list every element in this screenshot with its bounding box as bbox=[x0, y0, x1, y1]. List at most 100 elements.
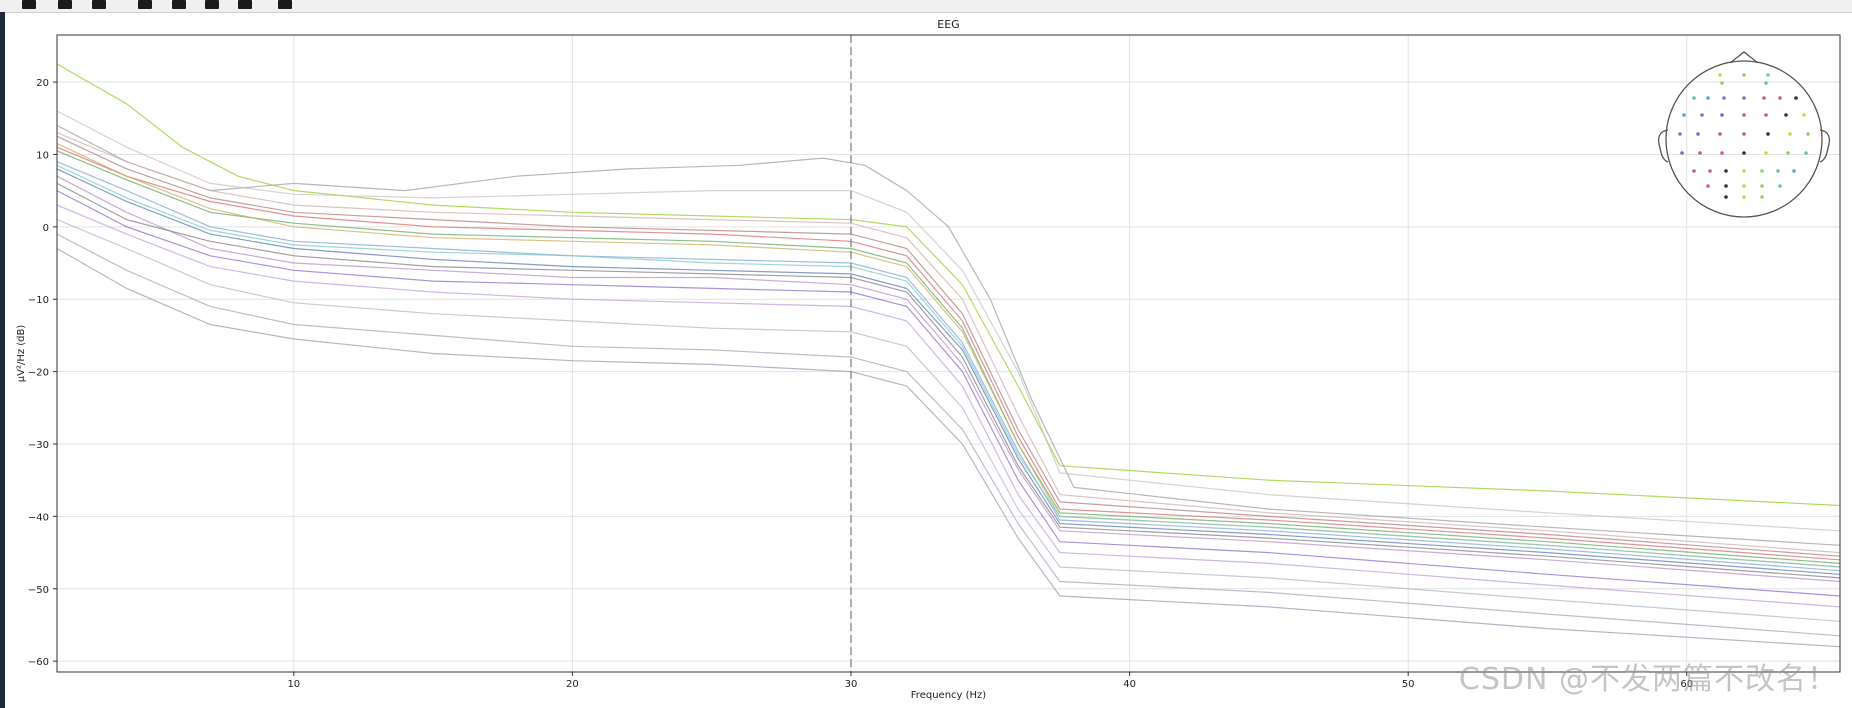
sensor-dot bbox=[1742, 73, 1746, 77]
sensor-dot bbox=[1776, 169, 1780, 173]
sensor-dot bbox=[1706, 96, 1710, 100]
series-line-14 bbox=[56, 233, 1841, 637]
sensor-dot bbox=[1762, 96, 1766, 100]
sensor-dot bbox=[1720, 151, 1724, 155]
sensor-dot bbox=[1696, 132, 1700, 136]
sensor-dot bbox=[1804, 151, 1808, 155]
sensor-dot bbox=[1764, 81, 1768, 85]
sensor-dot bbox=[1692, 169, 1696, 173]
sensor-dot bbox=[1760, 184, 1764, 188]
sensor-topomap bbox=[1657, 51, 1831, 218]
x-tick-label: 40 bbox=[1123, 679, 1136, 690]
sensor-dot bbox=[1724, 195, 1728, 199]
sensor-dot bbox=[1792, 169, 1796, 173]
sensor-dot bbox=[1706, 184, 1710, 188]
head-left-ear bbox=[1657, 129, 1669, 163]
y-tick-label: −50 bbox=[28, 585, 49, 596]
save-figure-icon[interactable] bbox=[278, 0, 292, 9]
sensor-dot bbox=[1680, 151, 1684, 155]
sensor-dot bbox=[1720, 81, 1724, 85]
series-line-17 bbox=[56, 110, 1841, 532]
sensor-dot bbox=[1802, 113, 1806, 117]
sensor-dot bbox=[1718, 73, 1722, 77]
sensor-dot bbox=[1700, 113, 1704, 117]
head-nose bbox=[1729, 51, 1759, 64]
sensor-dot bbox=[1794, 96, 1798, 100]
sensor-dot bbox=[1742, 184, 1746, 188]
x-tick-label: 30 bbox=[845, 679, 858, 690]
series-line-9 bbox=[56, 175, 1841, 583]
sensor-dot bbox=[1806, 132, 1810, 136]
back-arrow-icon[interactable] bbox=[58, 0, 72, 9]
chart-title: EEG bbox=[937, 18, 959, 31]
edit-axis-icon[interactable] bbox=[238, 0, 252, 9]
move-tool-icon[interactable] bbox=[138, 0, 152, 9]
series-line-3 bbox=[56, 135, 1841, 557]
y-tick-label: −10 bbox=[28, 295, 49, 306]
series-line-4 bbox=[56, 146, 1841, 561]
sensor-dot bbox=[1760, 169, 1764, 173]
zoom-tool-icon[interactable] bbox=[172, 0, 186, 9]
series-lines bbox=[56, 63, 1841, 648]
sensor-dot bbox=[1784, 113, 1788, 117]
subplots-config-icon[interactable] bbox=[205, 0, 219, 9]
y-tick-label: −40 bbox=[28, 512, 49, 523]
toolbar bbox=[0, 0, 1852, 13]
series-line-13 bbox=[56, 219, 1841, 622]
sensor-dot bbox=[1766, 132, 1770, 136]
sensor-dot bbox=[1788, 132, 1792, 136]
sensor-dot bbox=[1742, 151, 1746, 155]
y-tick-label: −60 bbox=[28, 657, 49, 668]
series-line-5 bbox=[56, 150, 1841, 564]
sensor-dot bbox=[1766, 73, 1770, 77]
head-right-ear bbox=[1819, 129, 1831, 163]
sensor-dot bbox=[1678, 132, 1682, 136]
series-line-1 bbox=[56, 63, 1841, 507]
y-tick-label: −30 bbox=[28, 440, 49, 451]
sensor-dot bbox=[1720, 113, 1724, 117]
pan-tool-icon[interactable] bbox=[22, 0, 36, 9]
y-tick-label: 0 bbox=[43, 223, 49, 234]
sensor-dot bbox=[1778, 184, 1782, 188]
series-line-18 bbox=[56, 132, 1841, 554]
sensor-dots bbox=[1678, 73, 1810, 199]
sensor-dot bbox=[1724, 169, 1728, 173]
sensor-dot bbox=[1742, 96, 1746, 100]
head-outline bbox=[1665, 60, 1823, 218]
forward-arrow-icon[interactable] bbox=[92, 0, 106, 9]
window-edge bbox=[0, 12, 5, 708]
series-line-2 bbox=[56, 124, 1841, 546]
sensor-dot bbox=[1742, 132, 1746, 136]
sensor-dot bbox=[1718, 132, 1722, 136]
x-tick-label: 50 bbox=[1402, 679, 1415, 690]
sensor-dot bbox=[1692, 96, 1696, 100]
sensor-dot bbox=[1760, 195, 1764, 199]
sensor-dot bbox=[1786, 151, 1790, 155]
x-tick-label: 10 bbox=[287, 679, 300, 690]
x-axis-label: Frequency (Hz) bbox=[911, 690, 987, 701]
series-line-7 bbox=[56, 161, 1841, 572]
x-tick-label: 60 bbox=[1680, 679, 1693, 690]
sensor-dot bbox=[1698, 151, 1702, 155]
series-line-8 bbox=[56, 168, 1841, 575]
sensor-dot bbox=[1742, 195, 1746, 199]
sensor-dot bbox=[1764, 151, 1768, 155]
sensor-dot bbox=[1724, 184, 1728, 188]
sensor-dot bbox=[1764, 113, 1768, 117]
y-tick-label: 20 bbox=[36, 78, 49, 89]
sensor-dot bbox=[1742, 113, 1746, 117]
plot-frame bbox=[56, 34, 1841, 673]
x-tick-label: 20 bbox=[566, 679, 579, 690]
sensor-dot bbox=[1722, 96, 1726, 100]
y-tick-label: −20 bbox=[28, 368, 49, 379]
sensor-dot bbox=[1708, 169, 1712, 173]
y-tick-label: 10 bbox=[36, 150, 49, 161]
sensor-dot bbox=[1682, 113, 1686, 117]
y-axis-label: µV²/Hz (dB) bbox=[16, 325, 27, 383]
sensor-dot bbox=[1778, 96, 1782, 100]
axis-ticks: 10 20 30 40 50 60 20 10 0 −10 −20 −30 −40 −50 −60 bbox=[28, 78, 1693, 690]
watermark: CSDN @不发两篇不改名！ bbox=[1458, 662, 1838, 697]
sensor-dot bbox=[1742, 169, 1746, 173]
